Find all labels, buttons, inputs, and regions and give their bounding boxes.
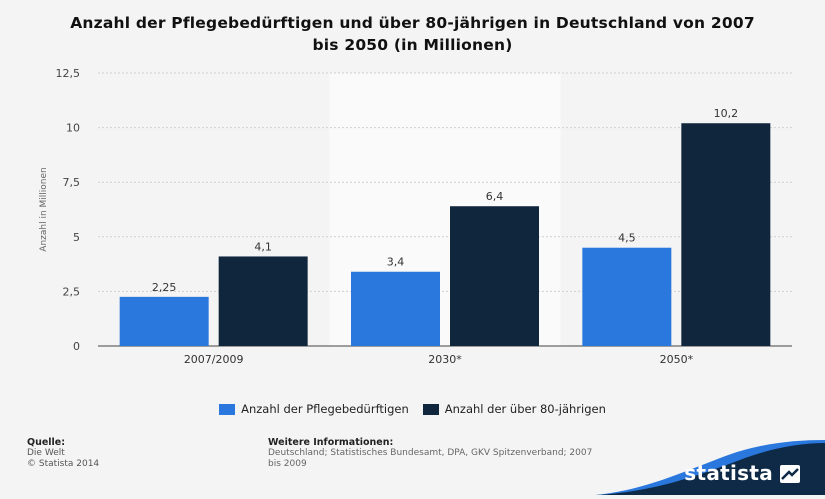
legend-item-pflegebeduerftige[interactable]: Anzahl der Pflegebedürftigen [219, 402, 409, 416]
bar-value-label: 4,1 [254, 240, 272, 253]
chart-title-line1: Anzahl der Pflegebedürftigen und über 80… [70, 14, 755, 32]
source-info: Quelle: Die Welt © Statista 2014 [27, 437, 99, 470]
copyright: © Statista 2014 [27, 459, 100, 469]
legend-item-ueber-80[interactable]: Anzahl der über 80-jährigen [422, 402, 606, 416]
statista-logo-icon [780, 465, 800, 483]
bar-chart: 0 2,5 5 7,5 10 12,5 Anzahl in Millionen 2,25 4,1… [39, 67, 792, 366]
bar-value-label: 6,4 [486, 190, 504, 203]
info-text: Deutschland; Statistisches Bundesamt, DP… [268, 448, 593, 469]
legend-swatch-ueber-80 [422, 403, 439, 415]
bar-value-label: 10,2 [714, 107, 739, 120]
legend-label-pflegebeduerftige: Anzahl der Pflegebedürftigen [241, 402, 409, 416]
bar-value-label: 2,25 [152, 281, 177, 294]
brand-name: statista [684, 461, 773, 485]
bar[interactable] [351, 271, 440, 346]
bar-value-label: 3,4 [387, 256, 405, 269]
bar[interactable] [119, 296, 209, 346]
legend-label-ueber-80: Anzahl der über 80-jährigen [444, 402, 606, 416]
y-axis-title: Anzahl in Millionen [39, 167, 49, 251]
y-tick-label: 12,5 [56, 67, 81, 80]
y-tick-label: 0 [73, 340, 80, 353]
chart-title: Anzahl der Pflegebedürftigen und über 80… [0, 12, 825, 56]
source-heading: Quelle: [27, 437, 66, 448]
chart-title-line2: bis 2050 (in Millionen) [312, 36, 513, 54]
bar[interactable] [218, 256, 308, 346]
y-tick-label: 10 [66, 122, 80, 135]
x-tick-label: 2007/2009 [184, 353, 244, 366]
bar[interactable] [681, 123, 771, 347]
x-tick-label: 2050* [660, 353, 694, 366]
y-tick-label: 5 [73, 231, 80, 244]
x-tick-label: 2030* [428, 353, 462, 366]
legend-swatch-pflegebeduerftige [219, 403, 236, 415]
y-tick-label: 7,5 [63, 176, 81, 189]
info-heading: Weitere Informationen: [268, 437, 394, 448]
source-name: Die Welt [27, 448, 65, 458]
chart-legend: Anzahl der Pflegebedürftigen Anzahl der … [0, 402, 825, 416]
bar[interactable] [450, 206, 539, 346]
further-information: Weitere Informationen: Deutschland; Stat… [268, 437, 598, 470]
statista-brand: statista [595, 440, 825, 495]
brand-wave [595, 440, 825, 495]
y-tick-label: 2,5 [63, 285, 81, 298]
bar[interactable] [582, 247, 672, 346]
bar-value-label: 4,5 [618, 232, 636, 245]
